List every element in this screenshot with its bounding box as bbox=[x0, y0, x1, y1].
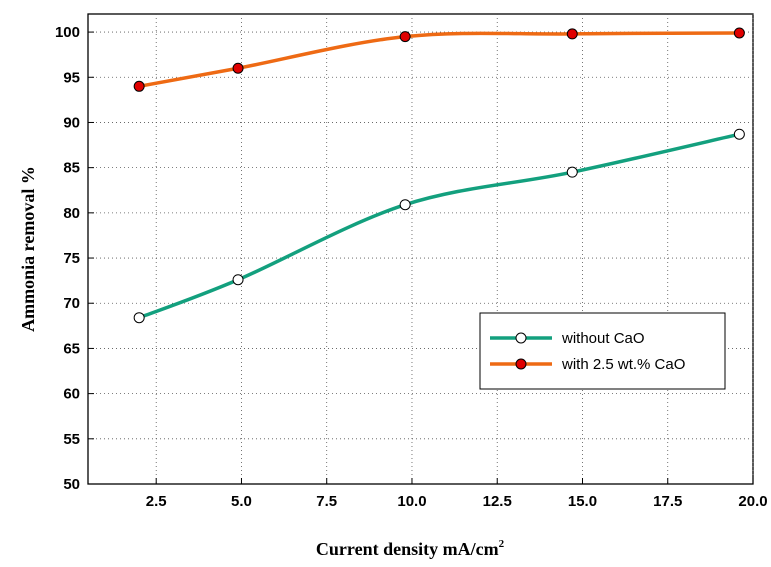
y-tick-label: 55 bbox=[63, 431, 80, 448]
legend-marker-without-cao bbox=[515, 332, 527, 344]
x-tick-label: 5.0 bbox=[231, 493, 252, 510]
y-tick-label: 60 bbox=[63, 386, 80, 403]
y-tick-label: 100 bbox=[55, 24, 80, 41]
y-tick-label: 65 bbox=[63, 340, 80, 357]
axis-ticks: 2.5 5.0 7.5 10.0 12.5 15.0 17.5 20.0 50 55 60 65 70 7… bbox=[55, 24, 768, 510]
y-tick-label: 90 bbox=[63, 114, 80, 131]
y-tick-label: 95 bbox=[63, 69, 80, 86]
legend-label-without-cao: without CaO bbox=[561, 330, 645, 347]
y-tick-label: 80 bbox=[63, 205, 80, 222]
y-axis-title: Ammonia removal % bbox=[18, 166, 38, 332]
data-point-0 bbox=[133, 312, 145, 324]
data-point-1 bbox=[733, 27, 745, 39]
data-point-1 bbox=[399, 31, 411, 43]
grid bbox=[88, 14, 754, 484]
data-point-1 bbox=[133, 80, 145, 92]
legend-box bbox=[479, 312, 726, 390]
x-tick-label: 17.5 bbox=[653, 493, 682, 510]
legend-marker-with-cao bbox=[515, 358, 527, 370]
x-tick-label: 10.0 bbox=[397, 493, 426, 510]
y-tick-label: 50 bbox=[63, 476, 80, 493]
x-tick-label: 20.0 bbox=[738, 493, 767, 510]
data-point-0 bbox=[566, 166, 578, 178]
plot-frame bbox=[87, 13, 754, 485]
x-tick-label: 2.5 bbox=[146, 493, 167, 510]
y-tick-label: 85 bbox=[63, 160, 80, 177]
data-point-0 bbox=[733, 128, 745, 140]
x-tick-label: 12.5 bbox=[483, 493, 512, 510]
data-point-0 bbox=[232, 274, 244, 286]
y-tick-label: 75 bbox=[63, 250, 80, 267]
legend-label-with-cao: with 2.5 wt.% CaO bbox=[561, 356, 685, 373]
legend: without CaO with 2.5 wt.% CaO bbox=[479, 312, 726, 390]
series-layer bbox=[133, 27, 745, 324]
y-tick-label: 70 bbox=[63, 295, 80, 312]
series-line-0 bbox=[137, 132, 742, 320]
x-tick-label: 15.0 bbox=[568, 493, 597, 510]
series-line-1 bbox=[137, 31, 742, 89]
data-point-0 bbox=[399, 199, 411, 211]
data-point-1 bbox=[566, 28, 578, 40]
x-axis-title: Current density mA/cm2 bbox=[316, 538, 505, 559]
data-point-1 bbox=[232, 62, 244, 74]
x-tick-label: 7.5 bbox=[316, 493, 337, 510]
